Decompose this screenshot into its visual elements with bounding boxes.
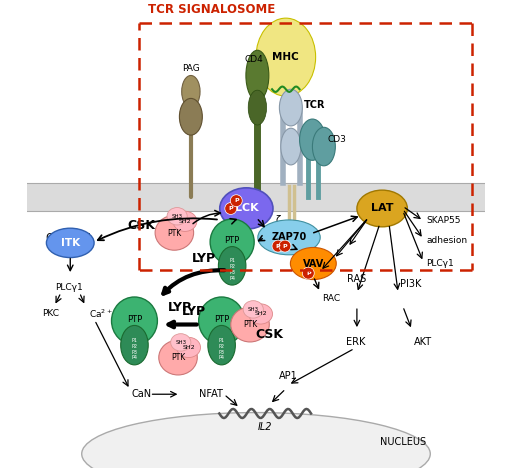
Ellipse shape	[290, 248, 336, 280]
Text: RAS: RAS	[347, 274, 367, 284]
Text: P3: P3	[132, 349, 137, 355]
Text: Ca$^{2+}$: Ca$^{2+}$	[89, 308, 112, 320]
Text: TCR: TCR	[304, 100, 326, 110]
Ellipse shape	[112, 297, 157, 345]
Bar	[27, 183, 485, 211]
Ellipse shape	[220, 188, 273, 229]
Ellipse shape	[243, 301, 263, 318]
Ellipse shape	[249, 304, 272, 324]
Ellipse shape	[219, 247, 246, 285]
Text: P2: P2	[229, 264, 235, 269]
Text: P4: P4	[219, 356, 225, 361]
Text: LYP: LYP	[192, 252, 216, 265]
Text: SH3: SH3	[248, 307, 259, 312]
Circle shape	[225, 203, 237, 214]
Ellipse shape	[312, 127, 335, 166]
Circle shape	[230, 195, 242, 207]
Text: P: P	[234, 198, 239, 203]
Text: P3: P3	[219, 349, 225, 355]
Text: P2: P2	[219, 344, 225, 348]
Text: PTK: PTK	[243, 320, 257, 329]
Text: ZAP70: ZAP70	[271, 232, 307, 242]
Text: LAT: LAT	[371, 204, 393, 213]
Ellipse shape	[47, 228, 94, 257]
Ellipse shape	[281, 128, 301, 165]
Ellipse shape	[121, 325, 148, 365]
Text: P: P	[228, 206, 233, 211]
Text: SH2: SH2	[254, 311, 267, 317]
Ellipse shape	[170, 333, 191, 351]
Text: P1: P1	[219, 338, 225, 343]
Text: PLCγ1: PLCγ1	[55, 283, 83, 292]
Text: P: P	[275, 243, 281, 249]
Circle shape	[302, 267, 314, 279]
Text: CD4: CD4	[244, 55, 263, 64]
Ellipse shape	[357, 190, 408, 227]
Text: RAC: RAC	[323, 295, 340, 303]
Text: PI3K: PI3K	[400, 279, 422, 289]
Text: AKT: AKT	[414, 337, 432, 347]
Text: LCK: LCK	[234, 204, 258, 213]
Text: NUCLEUS: NUCLEUS	[380, 438, 426, 447]
Ellipse shape	[155, 215, 194, 250]
Ellipse shape	[231, 307, 269, 342]
Ellipse shape	[258, 220, 320, 255]
Text: NFAT: NFAT	[199, 389, 223, 399]
Text: TCR SIGNALOSOME: TCR SIGNALOSOME	[148, 3, 275, 16]
Text: ζ: ζ	[276, 215, 281, 225]
Text: CSK: CSK	[127, 219, 155, 232]
Ellipse shape	[173, 211, 197, 231]
Ellipse shape	[208, 325, 236, 365]
Ellipse shape	[246, 50, 269, 101]
Text: SH2: SH2	[182, 345, 195, 350]
Text: PKC: PKC	[42, 310, 59, 318]
Ellipse shape	[280, 89, 302, 126]
Text: CaN: CaN	[131, 389, 152, 399]
Text: PTK: PTK	[171, 353, 185, 362]
Ellipse shape	[256, 18, 315, 96]
Text: PTP: PTP	[127, 315, 142, 324]
Text: SH3: SH3	[175, 340, 186, 345]
Text: P4: P4	[229, 276, 235, 280]
Ellipse shape	[300, 119, 325, 160]
Ellipse shape	[182, 76, 200, 107]
Text: P4: P4	[132, 356, 137, 361]
Text: PTP: PTP	[225, 236, 240, 245]
Text: P3: P3	[229, 270, 235, 275]
Ellipse shape	[159, 340, 197, 375]
Text: CYTOSOL: CYTOSOL	[45, 233, 94, 243]
Text: SKAP55: SKAP55	[426, 216, 461, 226]
Ellipse shape	[177, 337, 201, 357]
Text: P1: P1	[229, 258, 235, 263]
Ellipse shape	[210, 219, 254, 265]
Ellipse shape	[167, 208, 187, 225]
Text: PLCγ1: PLCγ1	[426, 259, 454, 268]
Text: PTP: PTP	[214, 315, 229, 324]
Circle shape	[279, 240, 291, 252]
Text: P2: P2	[132, 344, 137, 348]
Text: P: P	[283, 243, 287, 249]
Text: LYP: LYP	[168, 301, 193, 314]
Ellipse shape	[82, 413, 430, 469]
Text: CD3: CD3	[327, 135, 346, 144]
Text: P1: P1	[132, 338, 137, 343]
Text: ERK: ERK	[346, 337, 366, 347]
Ellipse shape	[199, 297, 245, 345]
Text: MHC: MHC	[272, 52, 299, 62]
Text: ITK: ITK	[61, 238, 80, 248]
Text: SH3: SH3	[172, 214, 183, 219]
Ellipse shape	[179, 98, 202, 135]
Text: SH2: SH2	[179, 219, 191, 224]
Text: IL2: IL2	[258, 422, 272, 432]
Ellipse shape	[248, 90, 267, 125]
Text: PTK: PTK	[167, 229, 181, 238]
Text: adhesion: adhesion	[426, 236, 468, 245]
Text: LYP: LYP	[181, 305, 205, 318]
Text: PAG: PAG	[182, 64, 200, 73]
Text: CSK: CSK	[256, 328, 284, 341]
Text: VAV: VAV	[303, 258, 324, 269]
Circle shape	[272, 240, 284, 252]
Text: P: P	[306, 271, 311, 276]
Text: AP1: AP1	[279, 371, 297, 381]
